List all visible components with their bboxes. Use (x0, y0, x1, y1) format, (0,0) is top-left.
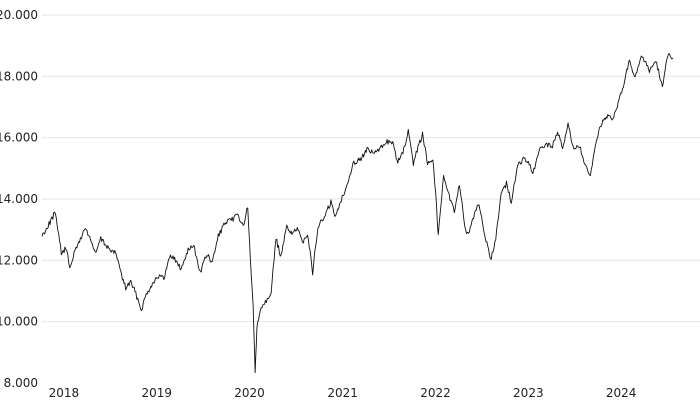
y-tick-label: 18.000 (0, 69, 38, 83)
x-tick-label: 2023 (513, 386, 544, 400)
price-series-line (41, 53, 674, 374)
x-tick-label: 2018 (49, 386, 80, 400)
series-layer (41, 53, 674, 374)
x-tick-label: 2022 (420, 386, 451, 400)
y-tick-label: 14.000 (0, 192, 38, 206)
x-tick-label: 2019 (141, 386, 172, 400)
x-tick-label: 2021 (327, 386, 358, 400)
grid-layer (42, 14, 700, 323)
y-tick-label: 20.000 (0, 8, 38, 22)
x-tick-label: 2020 (234, 386, 265, 400)
x-tick-label: 2024 (606, 386, 637, 400)
x-axis: 2018 2019 2020 2021 2022 2023 2024 (49, 386, 637, 400)
y-tick-label: 10.000 (0, 315, 38, 329)
y-tick-label: 12.000 (0, 253, 38, 267)
y-axis: 8.000 10.000 12.000 14.000 16.000 18.000 20.00… (0, 8, 38, 390)
y-tick-label: 16.000 (0, 131, 38, 145)
y-tick-label: 8.000 (4, 376, 38, 390)
